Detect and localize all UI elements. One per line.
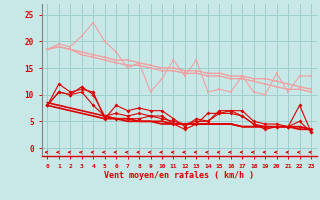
X-axis label: Vent moyen/en rafales ( km/h ): Vent moyen/en rafales ( km/h ) — [104, 171, 254, 180]
